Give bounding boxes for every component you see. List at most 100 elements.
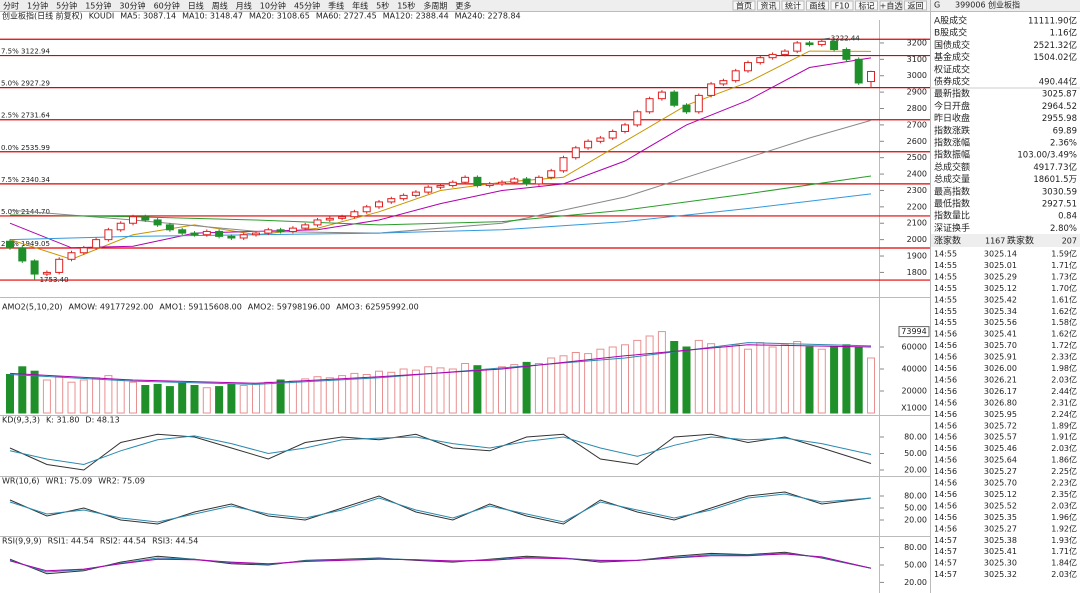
volume-bar	[18, 366, 27, 414]
trade-time: 14:57	[934, 559, 957, 568]
candle-body	[104, 229, 113, 241]
period-tab[interactable]: 年线	[352, 1, 368, 11]
period-tab[interactable]: 季线	[328, 1, 344, 11]
period-tab[interactable]: 1分钟	[27, 1, 48, 11]
period-tab[interactable]: 周线	[212, 1, 228, 11]
volume-bar	[596, 348, 605, 414]
trade-time: 14:56	[934, 456, 957, 465]
high-label: 3222.44	[831, 34, 860, 42]
volume-bar	[153, 383, 162, 414]
indicator-line	[9, 344, 872, 384]
quote-value: 11111.90亿	[1028, 16, 1077, 27]
y-tick-label: 20.00	[904, 578, 927, 587]
period-tab[interactable]: 45分钟	[294, 1, 320, 11]
trade-price: 3025.32	[984, 570, 1017, 579]
period-tab[interactable]: 日线	[188, 1, 204, 11]
last-value-label: 73994	[901, 327, 926, 336]
low-label: 1753.40	[40, 276, 69, 284]
pane-header-text: WR(10,6)	[2, 477, 40, 486]
candle-body	[350, 211, 359, 218]
toolbar-button[interactable]	[830, 0, 854, 11]
toolbar-button-label[interactable]: 返回	[908, 2, 924, 11]
volume-bar	[485, 368, 494, 414]
candle-body	[387, 198, 396, 203]
toolbar-button[interactable]	[879, 0, 903, 11]
trade-price: 3025.12	[984, 490, 1017, 499]
toolbar-button-label[interactable]: 资讯	[761, 1, 777, 11]
period-tab[interactable]: 月线	[236, 1, 252, 11]
volume-bar	[780, 344, 789, 414]
y-tick-label: 2300	[907, 186, 927, 195]
level-label: 7.5% 2340.34	[1, 176, 51, 184]
quote-label: 总成交量	[934, 173, 970, 185]
volume-bar	[756, 342, 765, 414]
trade-volume: 2.23亿	[1051, 478, 1077, 488]
toolbar-button[interactable]	[757, 0, 780, 11]
level-label: 7.5% 3122.94	[1, 48, 51, 56]
period-tab[interactable]: 多周期	[423, 1, 447, 11]
indicator-line	[9, 553, 872, 572]
trade-volume: 1.62亿	[1051, 329, 1077, 339]
candle-body	[608, 130, 617, 139]
trade-volume: 1.86亿	[1051, 455, 1077, 465]
volume-bar	[338, 375, 347, 414]
trade-price: 3025.34	[984, 307, 1017, 316]
period-tab[interactable]: 15分钟	[85, 1, 111, 11]
toolbar-button-label[interactable]: 统计	[785, 1, 801, 11]
period-tab[interactable]: 30分钟	[119, 1, 145, 11]
volume-bar	[645, 335, 654, 414]
quote-value: 1504.02亿	[1033, 52, 1077, 63]
period-tab[interactable]: 更多	[455, 1, 471, 11]
trade-price: 3025.91	[984, 353, 1017, 362]
volume-bar	[547, 357, 556, 414]
quote-label: 昨日收盘	[934, 112, 970, 124]
quote-value: 69.89	[1053, 126, 1077, 136]
candle-body	[805, 42, 814, 46]
candle-body	[461, 176, 470, 183]
trade-volume: 2.33亿	[1051, 352, 1077, 362]
period-tab[interactable]: 5秒	[376, 1, 389, 11]
volume-bar	[202, 387, 211, 414]
toolbar-button[interactable]	[806, 0, 829, 11]
quote-label: 总成交额	[934, 161, 970, 173]
volume-bar	[731, 344, 740, 414]
toolbar-button-label[interactable]: 首页	[736, 1, 752, 11]
trade-volume: 1.62亿	[1051, 306, 1077, 316]
toolbar-button[interactable]	[732, 0, 756, 11]
toolbar-button[interactable]	[855, 0, 878, 11]
trade-volume: 1.70亿	[1051, 283, 1077, 293]
toolbar-button-label[interactable]: 标记	[859, 1, 875, 11]
toolbar-button[interactable]	[781, 0, 805, 11]
trade-price: 3025.27	[984, 524, 1017, 533]
volume-bar	[744, 348, 752, 414]
toolbar-button-label[interactable]: +自选	[880, 1, 903, 11]
trade-price: 3025.70	[984, 341, 1017, 350]
quote-value: 3030.59	[1042, 187, 1077, 197]
toolbar-button[interactable]	[904, 0, 927, 11]
y-tick-label: 50.00	[904, 449, 927, 458]
period-tab[interactable]: 10分钟	[260, 1, 286, 11]
period-tab[interactable]: 15秒	[397, 1, 415, 11]
volume-bar	[719, 346, 728, 414]
toolbar-bg	[0, 0, 1080, 11]
level-label: 5.0% 2144.70	[1, 208, 50, 216]
candle-body	[129, 216, 137, 224]
volume-bar	[571, 352, 580, 414]
pane-header-text: AMO2(5,10,20)	[2, 303, 63, 312]
candle-body	[202, 230, 211, 236]
candle-body	[731, 70, 740, 82]
trade-volume: 1.61亿	[1051, 294, 1077, 304]
period-tab[interactable]: 5分钟	[56, 1, 77, 11]
toolbar-button-label[interactable]: F10	[835, 2, 850, 11]
indicator-line	[9, 551, 872, 575]
toolbar-button-label[interactable]: 画线	[810, 1, 826, 11]
period-tab[interactable]: 60分钟	[154, 1, 180, 11]
period-tab[interactable]: 分时	[3, 1, 19, 11]
trade-volume: 1.73亿	[1051, 271, 1077, 281]
candle-body	[42, 271, 51, 275]
trade-price: 3025.46	[984, 444, 1017, 453]
y-tick-label: 1900	[907, 252, 927, 261]
y-tick-label: 50.00	[904, 561, 927, 570]
trade-time: 14:56	[934, 341, 957, 350]
trade-price: 3025.57	[984, 433, 1017, 442]
